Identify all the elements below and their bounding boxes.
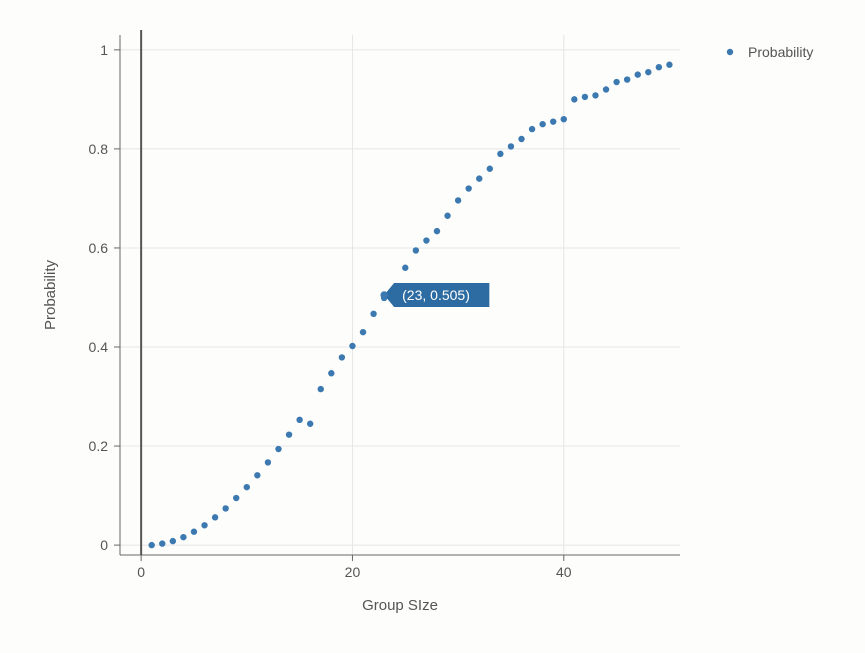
data-point[interactable] xyxy=(360,329,366,335)
data-point[interactable] xyxy=(592,92,598,98)
data-point[interactable] xyxy=(571,96,577,102)
data-point[interactable] xyxy=(180,534,186,540)
data-point[interactable] xyxy=(561,116,567,122)
data-point[interactable] xyxy=(159,540,165,546)
data-point[interactable] xyxy=(624,76,630,82)
data-point[interactable] xyxy=(434,228,440,234)
data-point[interactable] xyxy=(233,495,239,501)
data-point[interactable] xyxy=(349,343,355,349)
y-axis-label: Probability xyxy=(42,259,59,330)
data-point[interactable] xyxy=(402,265,408,271)
y-tick-label: 0.4 xyxy=(89,339,109,355)
chart-svg: 0 20 40 0 0.2 0.4 0.6 0.8 1 Group SIze Probability… xyxy=(0,0,865,653)
data-point[interactable] xyxy=(455,197,461,203)
data-point[interactable] xyxy=(307,421,313,427)
data-point[interactable] xyxy=(582,94,588,100)
x-tick-label: 40 xyxy=(556,564,572,580)
data-point[interactable] xyxy=(254,472,260,478)
data-point[interactable] xyxy=(487,166,493,172)
legend-label: Probability xyxy=(748,44,813,60)
data-point[interactable] xyxy=(191,529,197,535)
y-tick-label: 0.8 xyxy=(89,141,109,157)
data-point[interactable] xyxy=(339,354,345,360)
data-point[interactable] xyxy=(497,151,503,157)
data-point[interactable] xyxy=(296,417,302,423)
data-point[interactable] xyxy=(603,86,609,92)
data-point[interactable] xyxy=(275,446,281,452)
data-point[interactable] xyxy=(423,237,429,243)
data-point[interactable] xyxy=(222,505,228,511)
y-tick-label: 1 xyxy=(100,42,108,58)
y-tick-label: 0.2 xyxy=(89,438,109,454)
scatter-chart: 0 20 40 0 0.2 0.4 0.6 0.8 1 Group SIze Probability… xyxy=(0,0,865,653)
data-point[interactable] xyxy=(518,136,524,142)
data-point[interactable] xyxy=(529,126,535,132)
y-tick-label: 0.6 xyxy=(89,240,109,256)
data-point[interactable] xyxy=(666,62,672,68)
data-point[interactable] xyxy=(444,213,450,219)
data-point[interactable] xyxy=(212,514,218,520)
data-point[interactable] xyxy=(635,71,641,77)
data-point[interactable] xyxy=(318,386,324,392)
data-point[interactable] xyxy=(170,538,176,544)
data-point[interactable] xyxy=(539,121,545,127)
data-point[interactable] xyxy=(613,79,619,85)
y-tick-label: 0 xyxy=(100,537,108,553)
data-point[interactable] xyxy=(645,69,651,75)
data-point[interactable] xyxy=(550,118,556,124)
data-point[interactable] xyxy=(508,143,514,149)
legend-marker xyxy=(727,49,733,55)
tooltip: (23, 0.505) xyxy=(380,283,489,307)
data-point[interactable] xyxy=(370,311,376,317)
data-point[interactable] xyxy=(286,431,292,437)
data-point[interactable] xyxy=(201,522,207,528)
x-axis-label: Group SIze xyxy=(362,597,438,614)
data-point[interactable] xyxy=(328,370,334,376)
data-point[interactable] xyxy=(465,185,471,191)
data-point[interactable] xyxy=(244,484,250,490)
data-point[interactable] xyxy=(476,175,482,181)
tooltip-text: (23, 0.505) xyxy=(402,287,470,303)
x-tick-label: 20 xyxy=(345,564,361,580)
x-tick-label: 0 xyxy=(137,564,145,580)
data-point[interactable] xyxy=(413,247,419,253)
data-point[interactable] xyxy=(148,542,154,548)
data-point[interactable] xyxy=(656,64,662,70)
data-point[interactable] xyxy=(265,459,271,465)
